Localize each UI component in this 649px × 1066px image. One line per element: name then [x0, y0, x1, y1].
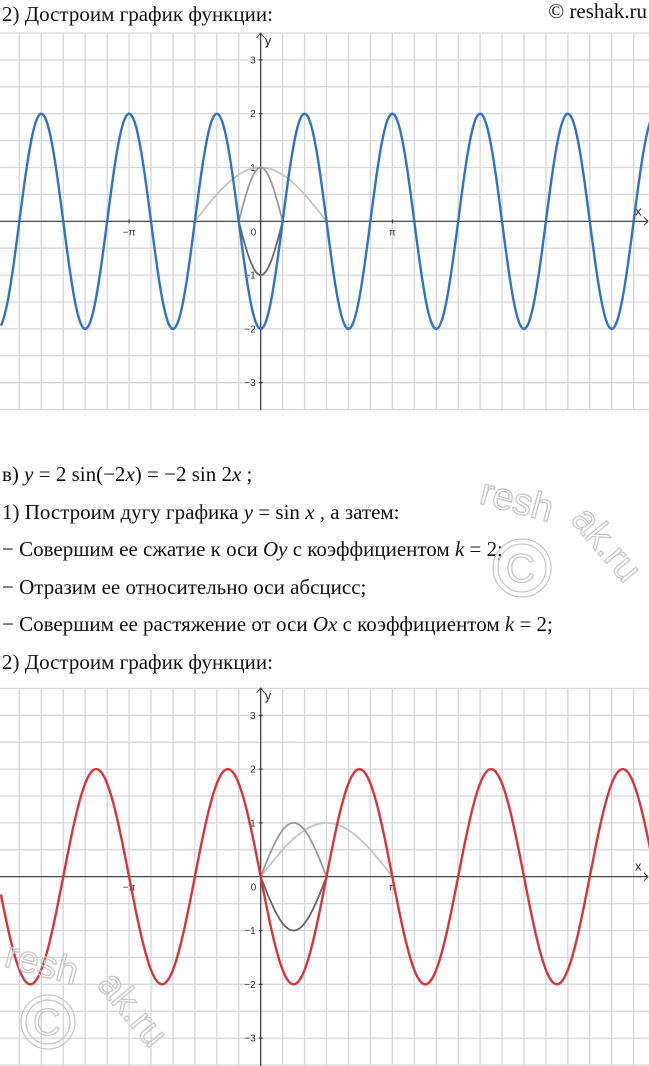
y-tick-label: 3	[250, 711, 256, 722]
curve-sin2x	[259, 822, 328, 878]
y-tick-label: 1	[250, 818, 256, 829]
y-tick-label: 2	[250, 765, 256, 776]
y-tick-label: −3	[244, 1034, 256, 1045]
text-segment: = 2;	[464, 537, 503, 561]
text-segment: с коэффициентом	[337, 612, 505, 636]
text-line: в) y = 2 sin(−2x) = −2 sin 2x ;	[2, 462, 252, 486]
curve-cos3x	[237, 166, 284, 222]
origin-label: 0	[251, 227, 257, 238]
text-segment: − Отразим ее относительно оси абсцисс;	[2, 575, 367, 599]
y-tick-label: −3	[244, 378, 256, 389]
x-axis-arrow-icon	[643, 216, 649, 226]
y-tick-label: 2	[250, 109, 256, 120]
curve-cos3x	[237, 221, 284, 276]
x-tick-label: π	[389, 883, 396, 894]
text-segment: = 2 sin(−2	[33, 462, 126, 486]
x-tick-label: π	[389, 227, 396, 238]
text-segment: ;	[241, 462, 253, 486]
copyright-label: © reshak.ru	[548, 0, 647, 23]
text-line: − Совершим ее растяжение от оси Ox с коэ…	[2, 612, 553, 636]
math-variable: Ox	[312, 612, 338, 636]
text-segment: − Совершим ее сжатие к оси	[2, 537, 263, 561]
x-axis-label: x	[635, 203, 642, 218]
text-line: 1) Построим дугу графика y = sin x , а з…	[2, 500, 400, 524]
text-segment: 2) Достроим график функции:	[2, 650, 273, 674]
y-tick-label: −1	[244, 271, 256, 282]
curve-2sin2x	[0, 767, 649, 986]
text-segment: 1) Построим дугу графика	[2, 500, 244, 524]
text-segment: = sin	[253, 500, 306, 524]
curve-sin2x	[259, 876, 328, 932]
y-tick-label: 3	[250, 55, 256, 66]
heading-top: 2) Достроим график функции:	[2, 2, 273, 26]
text-line: − Отразим ее относительно оси абсцисс;	[2, 575, 366, 599]
text-line: − Совершим ее сжатие к оси Oy с коэффици…	[2, 537, 503, 561]
text-segment: = 2;	[514, 612, 553, 636]
text-segment: , а затем:	[314, 500, 400, 524]
x-axis-label: x	[635, 859, 642, 874]
y-axis-arrow-icon	[256, 32, 266, 39]
x-axis-arrow-icon	[643, 872, 649, 882]
y-tick-label: −2	[244, 980, 256, 991]
text-line: 2) Достроим график функции:	[2, 650, 273, 674]
text-segment: с коэффициентом	[287, 537, 455, 561]
origin-label: 0	[251, 883, 257, 894]
math-variable: x	[305, 500, 315, 524]
y-tick-label: −1	[244, 926, 256, 937]
curve-sinx	[259, 822, 394, 878]
text-segment: − Совершим ее растяжение от оси	[2, 612, 313, 636]
y-tick-label: −2	[244, 324, 256, 335]
text-segment: в)	[2, 462, 25, 486]
x-tick-label: −π	[123, 883, 136, 894]
math-variable: k	[504, 612, 515, 636]
text-segment: 2) Достроим график функции:	[2, 2, 273, 26]
text-segment: ) = −2 sin 2	[134, 462, 232, 486]
y-axis-label: y	[265, 688, 272, 703]
math-variable: x	[125, 462, 135, 486]
math-variable: y	[24, 462, 34, 486]
y-axis-label: y	[265, 33, 272, 48]
x-tick-label: −π	[123, 227, 136, 238]
math-variable: k	[454, 537, 465, 561]
math-variable: y	[243, 500, 254, 524]
math-variable: x	[231, 462, 242, 486]
curve-2cos3x	[0, 112, 649, 331]
y-axis-arrow-icon	[256, 687, 266, 694]
math-variable: Oy	[262, 537, 288, 561]
